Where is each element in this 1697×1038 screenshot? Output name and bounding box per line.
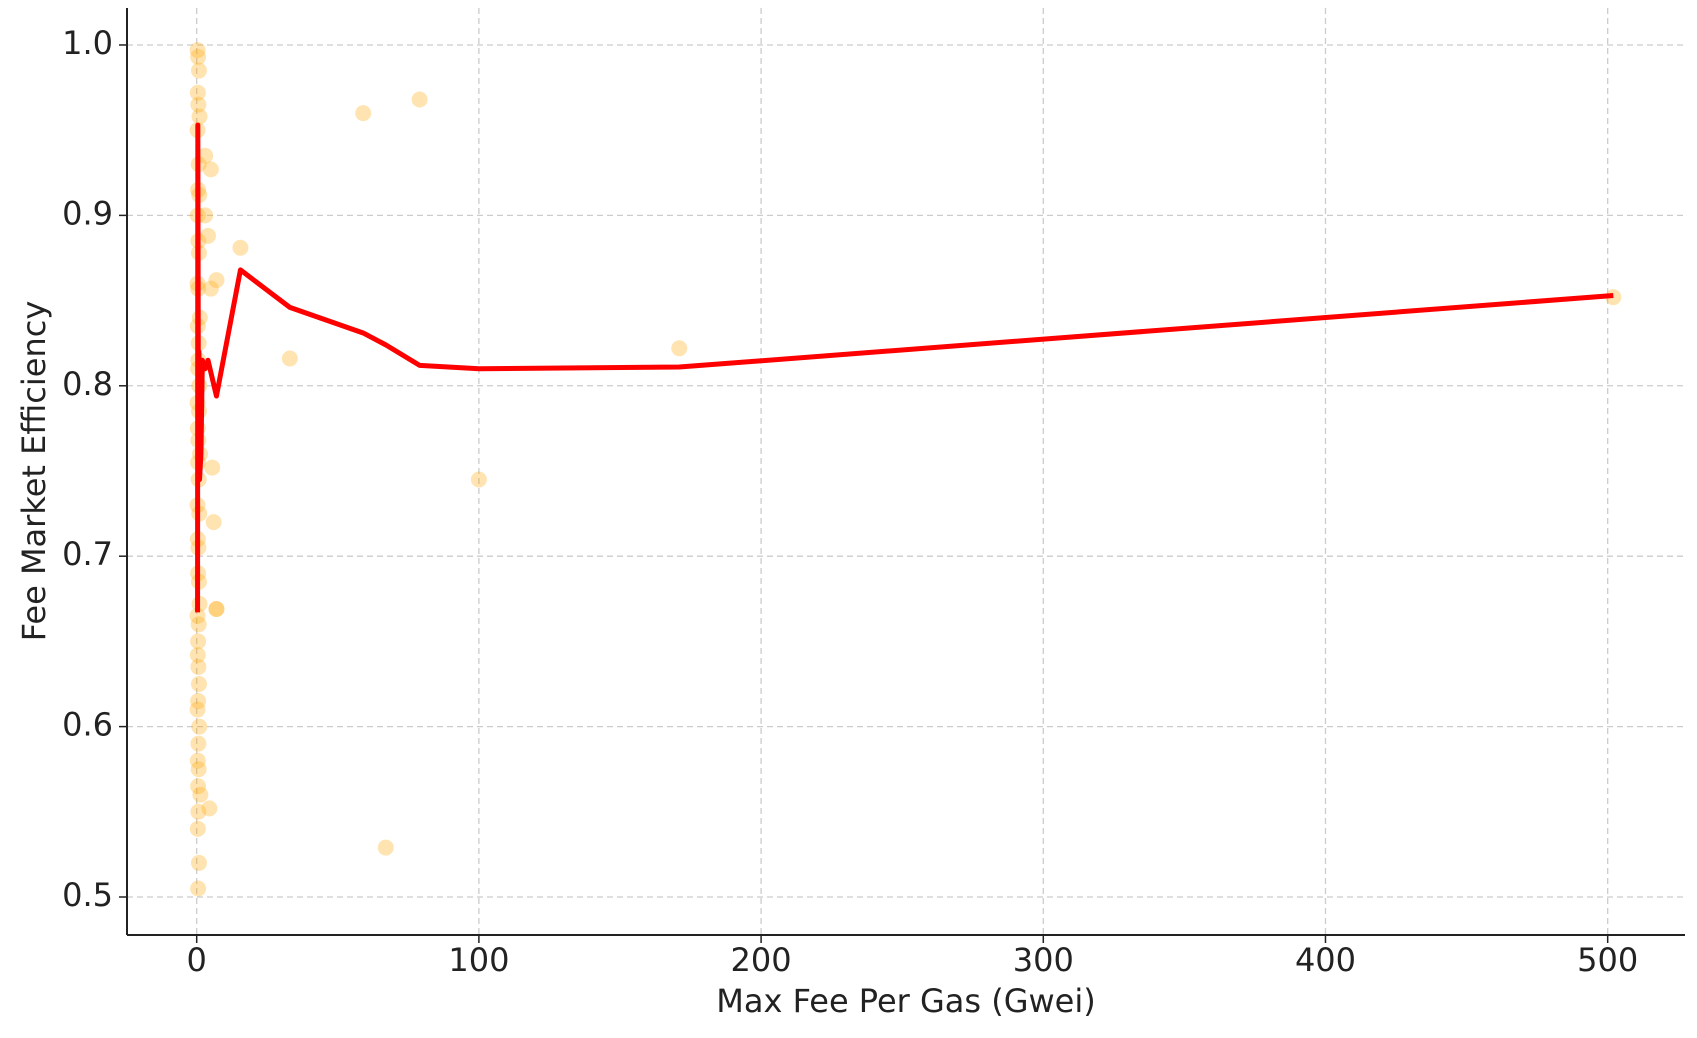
scatter-point [189, 752, 206, 769]
x-tick-label: 200 [731, 941, 792, 979]
y-axis-label: Fee Market Efficiency [15, 301, 53, 642]
scatter-point [190, 658, 207, 675]
scatter-point [197, 207, 214, 224]
scatter-point [191, 718, 208, 735]
scatter-point [190, 880, 207, 897]
scatter-point [202, 280, 219, 297]
y-tick-label: 1.0 [62, 24, 113, 62]
scatter-point [470, 471, 487, 488]
scatter-point [190, 616, 207, 633]
scatter-point [189, 647, 206, 664]
scatter-point [189, 42, 206, 59]
scatter-point [190, 803, 207, 820]
x-tick-label: 400 [1295, 941, 1356, 979]
scatter-point [190, 96, 207, 113]
y-tick-label: 0.6 [62, 706, 113, 744]
scatter-point [208, 601, 225, 618]
scatter-point [189, 84, 206, 101]
scatter-point [197, 147, 214, 164]
x-tick-label: 100 [448, 941, 509, 979]
scatter-point [202, 161, 219, 178]
x-tick-label: 500 [1577, 941, 1638, 979]
scatter-point [189, 607, 206, 624]
trend-line [195, 122, 1614, 613]
scatter-point [189, 701, 206, 718]
scatter-point [671, 340, 688, 357]
scatter-point [190, 778, 207, 795]
scatter-point [205, 514, 222, 531]
y-tick-label: 0.7 [62, 535, 113, 573]
scatter-point [190, 48, 207, 65]
x-tick-label: 0 [187, 941, 207, 979]
scatter-point [192, 786, 209, 803]
scatter-point [190, 633, 207, 650]
scatter-point [208, 272, 225, 289]
x-tick-label: 300 [1013, 941, 1074, 979]
scatter-point [208, 601, 225, 618]
y-tick-label: 0.8 [62, 365, 113, 403]
y-tick-label: 0.5 [62, 876, 113, 914]
scatter-point [190, 735, 207, 752]
scatter-point [411, 91, 428, 108]
scatter-point [190, 761, 207, 778]
x-axis-label: Max Fee Per Gas (Gwei) [716, 982, 1095, 1020]
scatter-point [190, 675, 207, 692]
scatter-point [190, 693, 207, 710]
scatter-point [355, 105, 372, 122]
scatter-point [204, 459, 221, 476]
scatter-point [377, 839, 394, 856]
scatter-point [189, 820, 206, 837]
scatter-point [191, 108, 208, 125]
scatter-point [190, 854, 207, 871]
y-tick-label: 0.9 [62, 194, 113, 232]
scatter-point [201, 800, 218, 817]
scatter-point [199, 227, 216, 244]
scatter-point [232, 239, 249, 256]
scatter-point [190, 62, 207, 79]
scatter-point [281, 350, 298, 367]
